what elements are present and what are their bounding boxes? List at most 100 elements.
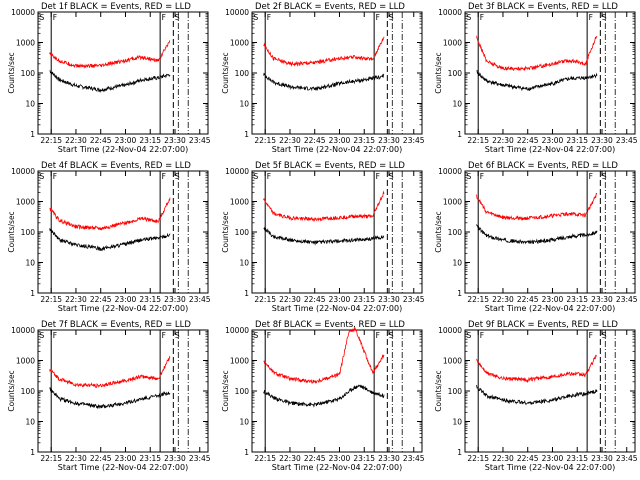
x-axis-label: Start Time (22-Nov-04 22:07:00) [485, 304, 615, 313]
x-tick-label: 23:15 [353, 454, 375, 463]
marker-label: F [267, 13, 271, 22]
y-tick-label: 100 [448, 228, 463, 237]
x-tick-label: 22:30 [65, 295, 87, 304]
y-tick-label: 100 [21, 387, 36, 396]
x-tick-label: 23:00 [115, 136, 137, 145]
y-tick-label: 1 [244, 130, 249, 139]
marker-label: S [467, 172, 472, 181]
y-tick-label: 10000 [11, 167, 35, 176]
y-tick-label: 10 [452, 259, 462, 268]
series-events-line [476, 224, 598, 245]
marker-label: S [254, 13, 259, 22]
y-tick-label: 1000 [443, 39, 462, 48]
y-tick-label: 1000 [230, 39, 249, 48]
x-tick-label: 22:15 [467, 295, 489, 304]
x-tick-label: 22:30 [492, 295, 514, 304]
series-lld-line [49, 197, 171, 231]
marker-label: F [376, 13, 380, 22]
x-tick-label: 22:30 [65, 136, 87, 145]
marker-label: S [467, 331, 472, 340]
x-tick-label: 23:15 [139, 136, 161, 145]
marker-label: S [175, 172, 180, 181]
x-tick-label: 23:00 [542, 136, 564, 145]
y-tick-label: 10000 [225, 167, 249, 176]
x-tick-label: 23:45 [403, 454, 425, 463]
y-tick-label: 1 [30, 289, 35, 298]
series-lld-line [476, 192, 598, 221]
x-tick-label: 22:45 [304, 295, 326, 304]
marker-label: F [162, 13, 166, 22]
chart-title: Det 3f BLACK = Events, RED = LLD [468, 2, 618, 12]
y-axis-label: Counts/sec [434, 211, 443, 252]
y-tick-label: 100 [448, 69, 463, 78]
marker-label: F [376, 331, 380, 340]
marker-label: S [389, 331, 394, 340]
plot-frame [37, 11, 209, 135]
x-tick-label: 22:15 [254, 454, 276, 463]
x-tick-label: 23:30 [591, 295, 613, 304]
marker-label: S [40, 172, 45, 181]
x-tick-label: 22:45 [517, 454, 539, 463]
y-axis-label: Counts/sec [7, 370, 16, 411]
y-axis-label: Counts/sec [221, 52, 230, 93]
y-axis-label: Counts/sec [221, 370, 230, 411]
y-tick-label: 10 [452, 418, 462, 427]
marker-label: F [267, 331, 271, 340]
x-tick-label: 23:00 [542, 454, 564, 463]
x-tick-label: 22:15 [254, 295, 276, 304]
chart-panel-9: Det 9f BLACK = Events, RED = LLD 1 10 100 10… [434, 320, 638, 472]
y-axis-label: Counts/sec [221, 211, 230, 252]
x-tick-label: 23:00 [329, 295, 351, 304]
series-lld-line [476, 354, 598, 384]
x-tick-label: 22:45 [90, 295, 112, 304]
marker-label: F [53, 172, 57, 181]
x-tick-label: 23:15 [139, 454, 161, 463]
chart-title: Det 9f BLACK = Events, RED = LLD [468, 320, 618, 330]
marker-label: F [589, 13, 593, 22]
x-tick-label: 23:45 [403, 136, 425, 145]
marker-label: S [254, 172, 259, 181]
x-tick-label: 23:00 [329, 136, 351, 145]
x-tick-label: 22:45 [517, 295, 539, 304]
x-tick-label: 23:15 [566, 454, 588, 463]
x-axis-label: Start Time (22-Nov-04 22:07:00) [58, 463, 188, 472]
marker-label: F [480, 172, 484, 181]
chart-panel-2: Det 2f BLACK = Events, RED = LLD 1 10 100 10… [221, 2, 425, 154]
y-tick-label: 1 [30, 130, 35, 139]
marker-label: S [175, 331, 180, 340]
marker-label: S [389, 13, 394, 22]
x-tick-label: 22:15 [467, 136, 489, 145]
marker-label: F [376, 172, 380, 181]
x-tick-label: 22:30 [279, 454, 301, 463]
series-events-line [476, 384, 598, 405]
series-lld-line [263, 327, 385, 384]
y-tick-label: 100 [21, 228, 36, 237]
marker-label: S [40, 331, 45, 340]
y-axis-label: Counts/sec [7, 52, 16, 93]
x-tick-label: 22:15 [40, 295, 62, 304]
chart-title: Det 2f BLACK = Events, RED = LLD [255, 2, 405, 12]
y-tick-label: 1000 [16, 39, 35, 48]
x-tick-label: 22:15 [254, 136, 276, 145]
marker-label: S [389, 172, 394, 181]
x-tick-label: 23:30 [378, 136, 400, 145]
x-tick-label: 23:15 [566, 136, 588, 145]
y-tick-label: 1000 [230, 198, 249, 207]
x-tick-label: 23:30 [164, 454, 186, 463]
x-tick-label: 23:00 [329, 454, 351, 463]
marker-label: F [589, 172, 593, 181]
y-tick-label: 10 [239, 259, 249, 268]
y-tick-label: 10 [25, 100, 35, 109]
x-tick-label: 22:15 [40, 136, 62, 145]
x-tick-label: 22:45 [90, 454, 112, 463]
x-tick-label: 23:45 [403, 295, 425, 304]
chart-panel-5: Det 5f BLACK = Events, RED = LLD 1 10 100 10… [221, 161, 425, 313]
x-tick-label: 23:45 [616, 295, 638, 304]
x-tick-label: 22:15 [40, 454, 62, 463]
x-tick-label: 23:00 [115, 454, 137, 463]
x-tick-label: 23:00 [542, 295, 564, 304]
marker-label: F [162, 172, 166, 181]
y-tick-label: 1000 [230, 357, 249, 366]
x-tick-label: 23:45 [189, 295, 211, 304]
